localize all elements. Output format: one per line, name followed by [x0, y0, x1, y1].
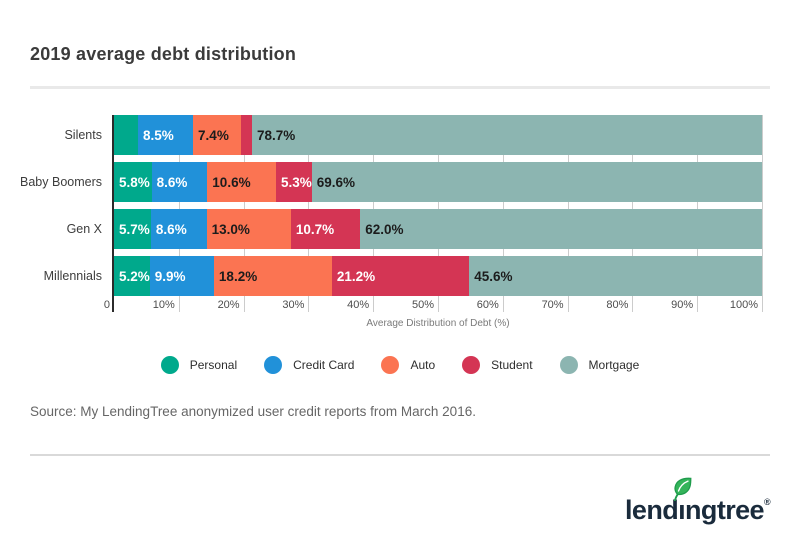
page-title: 2019 average debt distribution	[30, 44, 297, 64]
title-divider	[30, 86, 770, 89]
segment-mortgage: 78.7%	[252, 115, 762, 155]
bars: Silents 8.5% 7.4% 78.7% Baby Boomers 5.8% 8.6%…	[20, 115, 762, 296]
segment-student: 10.7%	[290, 209, 361, 249]
lendingtree-logo: lendı ngtree®	[625, 477, 771, 525]
legend-label: Student	[491, 358, 533, 372]
segment-student: 21.2%	[331, 256, 470, 296]
segment-value-label: 69.6%	[316, 174, 356, 190]
legend-item-mortgage: Mortgage	[559, 356, 640, 374]
segment-personal: 5.8%	[114, 162, 152, 202]
category-label: Millennials	[43, 269, 102, 283]
logo-text-post: ngtree	[685, 495, 765, 525]
legend-swatch	[381, 356, 400, 374]
segment-value-label: 7.4%	[198, 127, 229, 143]
x-tick-label: 90%	[671, 299, 694, 311]
x-tick-label: 10%	[152, 299, 175, 311]
segment-auto: 7.4%	[193, 115, 241, 155]
logo-letter-i: ı	[674, 477, 692, 524]
x-tick-label: 20%	[217, 299, 240, 311]
source-note: Source: My LendingTree anonymized user c…	[30, 404, 476, 419]
segment-value-label: 10.7%	[295, 221, 335, 237]
bar-row: Silents 8.5% 7.4% 78.7%	[64, 115, 762, 155]
segment-value-label: 5.3%	[280, 174, 312, 190]
stacked-bar: 5.2% 9.9% 18.2% 21.2% 45.6%	[114, 256, 762, 296]
segment-value-label: 10.6%	[212, 174, 251, 190]
x-tick-label: 30%	[282, 299, 305, 311]
leaf-icon	[674, 477, 692, 501]
x-tick-label: 50%	[411, 299, 434, 311]
x-tick-label: 0	[103, 299, 110, 311]
segment-credit-card: 8.6%	[150, 209, 207, 249]
segment-credit-card: 8.5%	[137, 115, 194, 155]
legend-label: Credit Card	[293, 358, 355, 372]
plot-area: Silents 8.5% 7.4% 78.7% Baby Boomers 5.8% 8.6%…	[20, 115, 763, 312]
legend: Personal Credit Card Auto Student Mortgage	[30, 356, 770, 374]
segment-auto: 18.2%	[213, 256, 332, 296]
x-tick-label: 60%	[476, 299, 499, 311]
x-tick-label: 40%	[347, 299, 370, 311]
segment-student	[240, 115, 252, 155]
segment-value-label: 18.2%	[218, 268, 258, 284]
segment-mortgage: 69.6%	[311, 162, 762, 202]
stacked-bar: 5.7% 8.6% 13.0% 10.7% 62.0%	[114, 209, 762, 249]
legend-swatch	[559, 356, 578, 374]
stacked-bar-chart: Silents 8.5% 7.4% 78.7% Baby Boomers 5.8% 8.6%…	[20, 115, 770, 329]
segment-auto: 10.6%	[207, 162, 276, 202]
x-tick-label: 80%	[606, 299, 629, 311]
segment-value-label: 9.9%	[154, 268, 186, 284]
logo-row: lendı ngtree®	[30, 456, 771, 525]
segment-value-label: 5.7%	[119, 221, 150, 237]
segment-value-label: 8.6%	[155, 221, 187, 237]
segment-personal: 5.2%	[114, 256, 150, 296]
segment-credit-card: 9.9%	[149, 256, 214, 296]
category-label: Gen X	[66, 222, 102, 236]
segment-value-label: 13.0%	[211, 221, 250, 237]
registered-mark: ®	[763, 497, 771, 507]
x-axis-title: Average Distribution of Debt (%)	[366, 318, 510, 329]
logo-text-pre: lend	[625, 495, 679, 525]
segment-value-label: 8.6%	[156, 174, 188, 190]
segment-value-label: 21.2%	[336, 268, 376, 284]
bar-row: Gen X 5.7% 8.6% 13.0% 10.7% 62.0%	[67, 209, 762, 249]
legend-item-auto: Auto	[381, 356, 435, 374]
legend-item-credit-card: Credit Card	[264, 356, 354, 374]
stacked-bar: 5.8% 8.6% 10.6% 5.3% 69.6%	[114, 162, 762, 202]
x-tick-label: 100%	[729, 299, 758, 311]
bar-row: Millennials 5.2% 9.9% 18.2% 21.2% 45.6%	[44, 256, 762, 296]
page: 2019 average debt distribution Silents 8.…	[20, 0, 771, 525]
stacked-bar: 8.5% 7.4% 78.7%	[114, 115, 762, 155]
legend-item-personal: Personal	[160, 356, 238, 374]
segment-value-label: 45.6%	[474, 268, 513, 284]
segment-mortgage: 45.6%	[469, 256, 762, 296]
segment-value-label: 5.8%	[119, 174, 150, 190]
bottom-divider	[30, 454, 770, 456]
segment-personal: 5.7%	[114, 209, 151, 249]
segment-mortgage: 62.0%	[360, 209, 762, 249]
segment-value-label: 8.5%	[142, 127, 174, 143]
segment-value-label: 78.7%	[257, 127, 296, 143]
x-tick-label: 70%	[541, 299, 564, 311]
segment-credit-card: 8.6%	[151, 162, 208, 202]
legend-label: Mortgage	[588, 358, 640, 372]
gridline	[762, 115, 763, 312]
segment-student: 5.3%	[275, 162, 312, 202]
category-label: Silents	[64, 128, 102, 142]
legend-swatch	[264, 356, 283, 374]
bar-row: Baby Boomers 5.8% 8.6% 10.6% 5.3% 69.6%	[20, 162, 762, 202]
segment-value-label: 62.0%	[365, 221, 404, 237]
legend-swatch	[160, 356, 179, 374]
segment-auto: 13.0%	[206, 209, 291, 249]
legend-label: Personal	[189, 358, 238, 372]
legend-item-student: Student	[462, 356, 533, 374]
segment-value-label: 5.2%	[119, 268, 150, 284]
y-axis-line	[112, 115, 114, 312]
category-label: Baby Boomers	[20, 175, 102, 189]
segment-personal	[114, 115, 138, 155]
legend-label: Auto	[410, 358, 436, 372]
legend-swatch	[462, 356, 481, 374]
